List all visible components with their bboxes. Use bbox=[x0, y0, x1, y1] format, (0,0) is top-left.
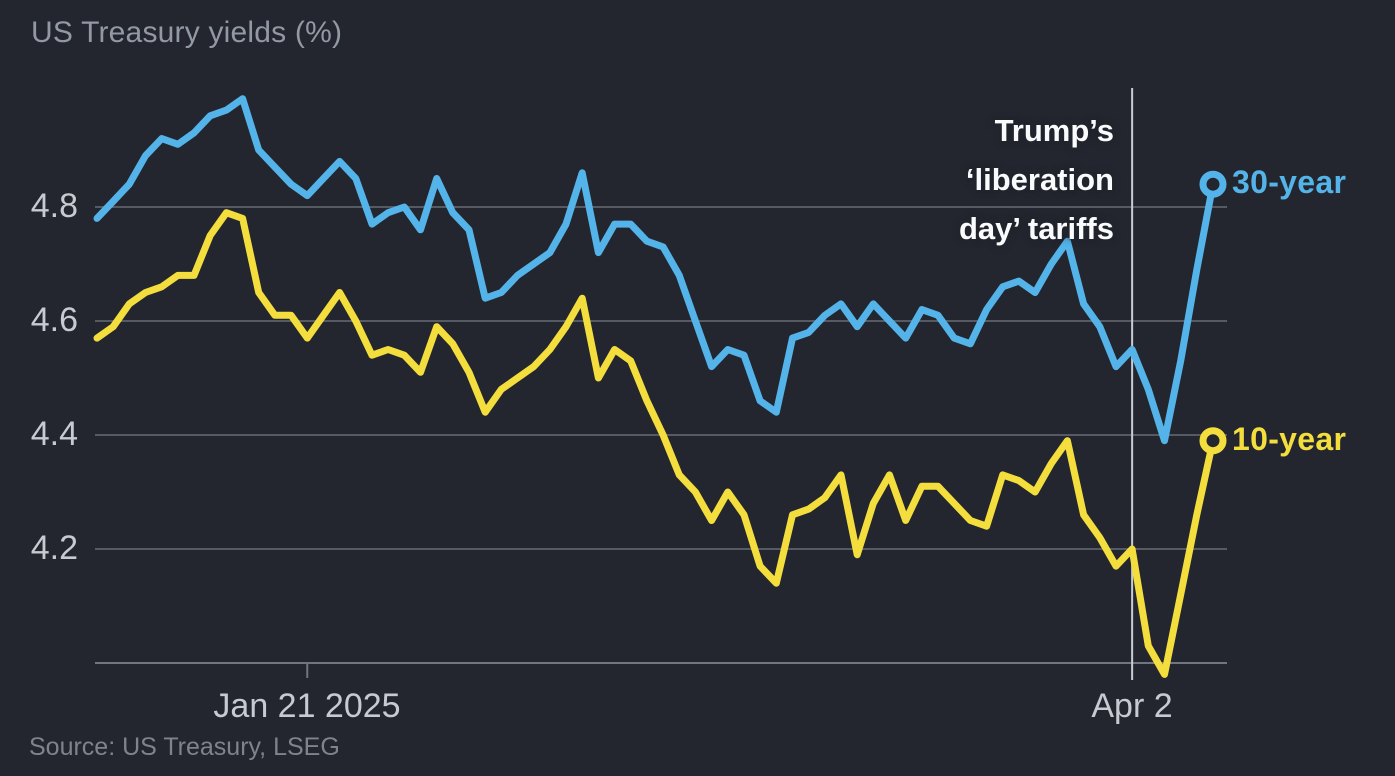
event-annotation-line2: ‘liberation bbox=[965, 162, 1114, 197]
y-tick-label-4-2: 4.2 bbox=[30, 529, 78, 567]
source-note: Source: US Treasury, LSEG bbox=[29, 733, 340, 761]
y-tick-label-4-4: 4.4 bbox=[30, 415, 78, 453]
event-annotation-line3: day’ tariffs bbox=[958, 211, 1114, 246]
y-tick-label-4-8: 4.8 bbox=[30, 187, 78, 225]
series-endpoint-marker-10-year bbox=[1199, 427, 1227, 455]
chart-title: US Treasury yields (%) bbox=[31, 16, 343, 49]
y-tick-label-4-6: 4.6 bbox=[30, 301, 78, 339]
series-label-30-year: 30-year bbox=[1232, 164, 1347, 200]
series-label-10-year: 10-year bbox=[1232, 421, 1347, 457]
x-tick-label-jan21: Jan 21 2025 bbox=[213, 687, 401, 725]
series-line-10-year bbox=[93, 209, 1217, 678]
event-annotation-line1: Trump’s bbox=[994, 113, 1114, 148]
series-endpoint-marker-30-year bbox=[1199, 170, 1227, 198]
event-annotation: Trump’s ‘liberation day’ tariffs bbox=[800, 106, 1114, 253]
series-line-30-year bbox=[93, 95, 1217, 445]
x-tick-label-apr2: Apr 2 bbox=[1091, 687, 1173, 725]
